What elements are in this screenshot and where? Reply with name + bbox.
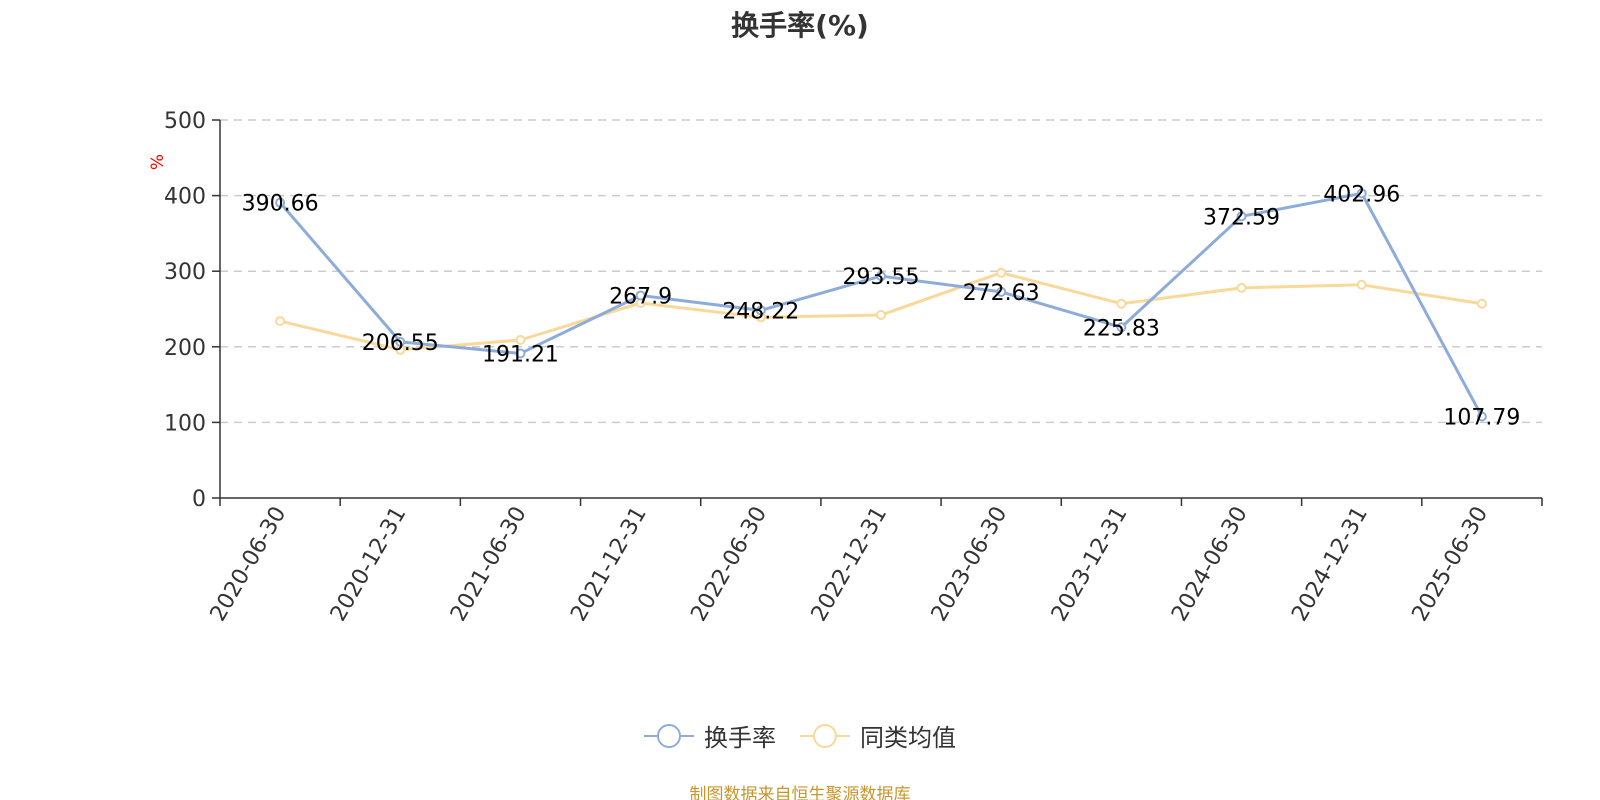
data-label: 248.22 <box>722 299 799 324</box>
data-point <box>515 334 526 345</box>
data-point <box>515 348 526 359</box>
y-tick-label: 200 <box>164 336 206 361</box>
series-line <box>278 191 1484 418</box>
series-layer <box>275 188 1487 422</box>
data-point <box>755 305 766 316</box>
legend-swatch <box>800 723 850 748</box>
legend: 换手率 同类均值 <box>0 718 1600 753</box>
chart-title: 换手率(%) <box>731 9 869 42</box>
data-label: 402.96 <box>1323 182 1400 207</box>
data-point <box>275 316 286 327</box>
x-tick-label: 2023-12-31 <box>1047 503 1133 626</box>
y-tick-label: 500 <box>164 109 206 134</box>
y-tick-label: 100 <box>164 411 206 436</box>
data-point <box>275 197 286 208</box>
legend-label: 换手率 <box>704 724 776 752</box>
x-tick-label: 2021-06-30 <box>446 503 532 626</box>
data-label: 225.83 <box>1083 316 1160 341</box>
data-point <box>1236 282 1247 293</box>
data-point <box>1356 188 1367 199</box>
data-label: 272.63 <box>963 281 1040 306</box>
legend-item[interactable]: 同类均值 <box>800 718 956 753</box>
y-tick-label: 0 <box>192 487 206 512</box>
data-label: 372.59 <box>1203 205 1280 230</box>
x-tick-label: 2024-06-30 <box>1167 503 1253 626</box>
x-tick-label: 2023-06-30 <box>927 503 1013 626</box>
y-tick-label: 300 <box>164 260 206 285</box>
data-point <box>1476 411 1487 422</box>
x-tick-label: 2022-12-31 <box>807 503 893 626</box>
data-point <box>1476 298 1487 309</box>
data-label: 267.9 <box>609 284 672 309</box>
legend-swatch <box>644 723 694 748</box>
data-point <box>635 290 646 301</box>
data-label: 293.55 <box>843 265 920 290</box>
legend-label: 同类均值 <box>860 724 956 752</box>
data-point <box>876 310 886 321</box>
x-tick-label: 2025-06-30 <box>1408 503 1494 626</box>
data-label: 107.79 <box>1443 406 1520 431</box>
data-point <box>996 267 1007 278</box>
x-tick-label: 2024-12-31 <box>1287 503 1373 626</box>
x-tick-label: 2021-12-31 <box>566 503 652 626</box>
data-label: 206.55 <box>362 331 439 356</box>
y-axis-label: % <box>148 154 168 170</box>
data-point <box>996 286 1007 297</box>
data-point <box>1116 322 1127 333</box>
legend-item[interactable]: 换手率 <box>644 718 776 753</box>
data-point <box>1116 298 1127 309</box>
data-point <box>1356 279 1367 290</box>
data-point <box>1236 211 1247 222</box>
source-note: 制图数据来自恒生聚源数据库 <box>689 785 911 800</box>
data-point <box>876 271 886 282</box>
data-point <box>395 336 406 347</box>
data-label: 191.21 <box>482 342 559 367</box>
x-tick-label: 2022-06-30 <box>686 503 772 626</box>
data-label: 390.66 <box>242 192 319 217</box>
x-tick-label: 2020-12-31 <box>326 503 412 626</box>
x-tick-label: 2020-06-30 <box>206 503 292 626</box>
y-tick-label: 400 <box>164 185 206 210</box>
label-layer: 390.66 206.55 191.21 267.9 248.22 293.55 272.6… <box>242 182 1521 430</box>
